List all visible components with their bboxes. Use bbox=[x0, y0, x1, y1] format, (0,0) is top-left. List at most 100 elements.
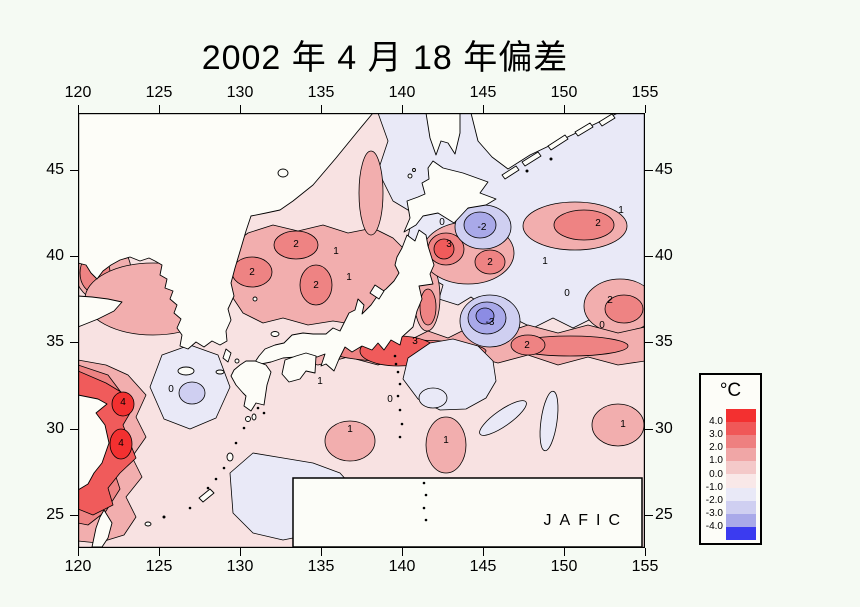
warm-blob bbox=[553, 209, 615, 241]
warm-core bbox=[109, 428, 133, 460]
contour-label: 0 bbox=[439, 217, 445, 228]
lat-label-right: 25 bbox=[655, 506, 673, 523]
land-amami bbox=[226, 452, 234, 462]
lon-label-bottom: 155 bbox=[631, 558, 659, 575]
lon-tick-bottom bbox=[159, 548, 160, 556]
color-scale-legend: °C 4.0 3.0 2.0 1.0 0.0 -1.0 -2.0 -3.0 -4.0 bbox=[699, 373, 762, 545]
contour-label: -2 bbox=[478, 222, 487, 233]
legend-color-bar bbox=[726, 409, 756, 540]
cold-core bbox=[463, 211, 497, 239]
lon-label-top: 145 bbox=[469, 84, 497, 101]
lat-label-right: 30 bbox=[655, 420, 673, 437]
legend-color-band bbox=[726, 474, 756, 488]
land-tsushima bbox=[222, 348, 232, 363]
lon-label-top: 125 bbox=[145, 84, 173, 101]
contour-label: 2 bbox=[249, 267, 255, 278]
contour-label: 0 bbox=[564, 288, 570, 299]
land-layer bbox=[78, 113, 619, 548]
lon-label-bottom: 120 bbox=[64, 558, 92, 575]
land-tanegashima bbox=[251, 413, 257, 421]
cold-sliver bbox=[539, 390, 559, 452]
lat-label-right: 35 bbox=[655, 333, 673, 350]
contour-label: 1 bbox=[333, 246, 339, 257]
land-rishiri bbox=[407, 173, 413, 179]
lon-label-top: 150 bbox=[550, 84, 578, 101]
warm-blob bbox=[604, 294, 644, 324]
land-kuril-island bbox=[521, 151, 542, 167]
contour-label: -3 bbox=[486, 317, 495, 328]
land-island bbox=[277, 168, 289, 178]
land-shikoku bbox=[281, 352, 317, 383]
lat-label-left: 40 bbox=[46, 247, 64, 264]
contour-label: 0 bbox=[599, 320, 605, 331]
land-iki bbox=[234, 358, 240, 364]
contour-label: 0 bbox=[168, 384, 174, 395]
lon-label-bottom: 145 bbox=[469, 558, 497, 575]
lon-tick-bottom bbox=[483, 548, 484, 556]
legend-tick-label: -3.0 bbox=[705, 507, 723, 519]
land-kuril-island bbox=[547, 134, 569, 151]
warm-blob bbox=[510, 334, 546, 356]
lon-tick-bottom bbox=[321, 548, 322, 556]
legend-color-band bbox=[726, 435, 756, 449]
land-ishigaki bbox=[144, 521, 152, 527]
lat-tick-left bbox=[70, 256, 78, 257]
lat-label-left: 45 bbox=[46, 161, 64, 178]
legend-color-band bbox=[726, 526, 756, 540]
lat-tick-left bbox=[70, 429, 78, 430]
lat-label-left: 35 bbox=[46, 333, 64, 350]
legend-color-band bbox=[726, 448, 756, 462]
cold-core bbox=[475, 307, 495, 325]
land-oki bbox=[270, 331, 280, 337]
legend-color-band bbox=[726, 461, 756, 475]
warm-blob-south bbox=[425, 416, 467, 474]
lon-label-bottom: 150 bbox=[550, 558, 578, 575]
map-frame bbox=[78, 113, 645, 548]
warm-blob bbox=[474, 249, 506, 275]
legend-tick-label: -1.0 bbox=[705, 481, 723, 493]
warm-blob bbox=[299, 264, 333, 306]
lat-label-right: 45 bbox=[655, 161, 673, 178]
lat-tick-left bbox=[70, 342, 78, 343]
legend-tick-label: -4.0 bbox=[705, 520, 723, 532]
lon-tick-top bbox=[78, 105, 79, 113]
land-sakhalin bbox=[425, 113, 461, 156]
lon-label-top: 155 bbox=[631, 84, 659, 101]
lon-tick-bottom bbox=[402, 548, 403, 556]
lon-label-top: 135 bbox=[307, 84, 335, 101]
legend-unit-label: °C bbox=[719, 380, 742, 401]
land-okhotsk-nodata bbox=[470, 113, 619, 170]
lon-tick-bottom bbox=[78, 548, 79, 556]
lon-label-bottom: 140 bbox=[388, 558, 416, 575]
contour-label: 1 bbox=[346, 272, 352, 283]
land-kuril-island bbox=[598, 113, 616, 127]
lat-tick-right bbox=[645, 170, 653, 171]
ogasawara-specks bbox=[422, 481, 428, 522]
lon-label-bottom: 125 bbox=[145, 558, 173, 575]
land-mainland-asia bbox=[78, 113, 374, 491]
land-kuril-island bbox=[574, 122, 594, 137]
contour-label: 3 bbox=[412, 336, 418, 347]
contour-label: 2 bbox=[313, 280, 319, 291]
legend-color-band bbox=[726, 500, 756, 514]
lat-label-right: 40 bbox=[655, 247, 673, 264]
contour-label: 2 bbox=[607, 295, 613, 306]
credit-box bbox=[292, 477, 643, 548]
land-goto bbox=[215, 369, 225, 375]
warm-core bbox=[111, 391, 135, 417]
contour-label: 1 bbox=[618, 205, 624, 216]
lon-tick-top bbox=[240, 105, 241, 113]
small-island-specks bbox=[162, 157, 553, 519]
legend-color-band bbox=[726, 422, 756, 436]
lon-tick-bottom bbox=[240, 548, 241, 556]
contour-label: 2 bbox=[487, 257, 493, 268]
land-kyushu bbox=[230, 360, 272, 412]
lon-label-bottom: 135 bbox=[307, 558, 335, 575]
contour-label: 1 bbox=[620, 419, 626, 430]
land-hokkaido bbox=[403, 160, 497, 233]
lon-label-top: 140 bbox=[388, 84, 416, 101]
land-cheju bbox=[177, 366, 195, 376]
